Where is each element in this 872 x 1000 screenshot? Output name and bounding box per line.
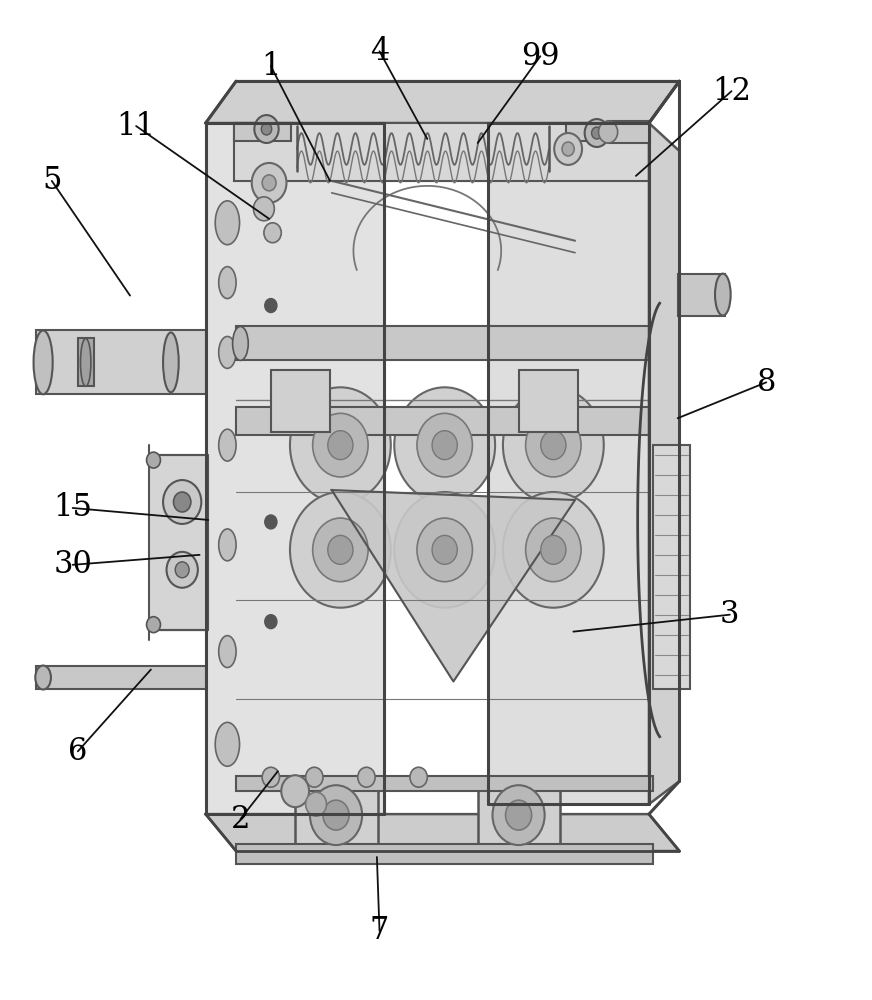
Ellipse shape [215,201,240,245]
Ellipse shape [219,267,236,299]
Circle shape [175,562,189,578]
Ellipse shape [219,529,236,561]
Circle shape [526,413,581,477]
Circle shape [310,785,362,845]
Circle shape [584,119,609,147]
Bar [678,274,726,316]
Circle shape [394,387,495,503]
Bar [78,338,93,386]
Ellipse shape [219,429,236,461]
Circle shape [394,492,495,608]
Bar [236,326,662,360]
Circle shape [562,142,574,156]
Circle shape [146,617,160,633]
Circle shape [265,418,277,432]
Text: 2: 2 [231,804,250,835]
Circle shape [541,535,566,564]
Ellipse shape [219,636,236,668]
Polygon shape [331,490,575,681]
Circle shape [262,123,272,135]
Bar [36,666,206,689]
Circle shape [290,387,391,503]
Bar [567,123,618,141]
Circle shape [264,223,282,243]
Text: 7: 7 [370,915,389,946]
Bar [236,407,662,435]
Circle shape [541,431,566,460]
Text: 4: 4 [370,36,389,67]
Polygon shape [649,123,679,804]
Text: 1: 1 [261,51,281,82]
Circle shape [410,767,427,787]
Bar [236,776,653,791]
Circle shape [290,492,391,608]
Circle shape [328,535,353,564]
Ellipse shape [219,336,236,368]
Circle shape [305,792,326,816]
Bar [608,121,650,143]
Ellipse shape [35,666,51,689]
Circle shape [313,518,368,582]
Polygon shape [149,455,208,630]
Circle shape [503,387,603,503]
Circle shape [591,127,602,139]
Circle shape [252,163,287,203]
Circle shape [323,800,349,830]
Polygon shape [235,123,649,181]
Circle shape [265,299,277,313]
Circle shape [167,552,198,588]
Circle shape [262,175,276,191]
Ellipse shape [715,274,731,316]
Circle shape [493,785,545,845]
Bar [235,123,291,141]
Circle shape [146,452,160,468]
Circle shape [506,800,532,830]
Circle shape [598,121,617,143]
Bar [271,370,330,432]
Circle shape [265,615,277,629]
Text: 15: 15 [53,492,92,523]
Polygon shape [488,123,649,804]
Bar [296,779,378,851]
Circle shape [174,492,191,512]
Circle shape [282,775,309,807]
Text: 11: 11 [117,111,155,142]
Text: 5: 5 [42,165,62,196]
Bar [519,370,577,432]
Polygon shape [206,814,679,851]
Circle shape [555,133,582,165]
Circle shape [328,431,353,460]
Circle shape [358,767,375,787]
Circle shape [433,535,457,564]
Ellipse shape [215,722,240,766]
Text: 30: 30 [53,549,92,580]
Ellipse shape [33,330,52,394]
Circle shape [526,518,581,582]
Bar [36,330,206,394]
Bar [653,445,690,689]
Text: 6: 6 [68,736,87,767]
Circle shape [163,480,201,524]
Ellipse shape [233,326,249,360]
Circle shape [503,492,603,608]
Text: 3: 3 [720,599,739,630]
Circle shape [417,413,473,477]
Circle shape [254,197,275,221]
Ellipse shape [163,332,179,392]
Circle shape [433,431,457,460]
Text: 8: 8 [757,367,776,398]
Circle shape [417,518,473,582]
Circle shape [265,515,277,529]
Polygon shape [206,123,384,814]
Bar [236,844,653,864]
Polygon shape [206,81,679,123]
Text: 99: 99 [521,41,560,72]
Bar [478,779,561,851]
Circle shape [262,767,280,787]
Circle shape [305,767,323,787]
Text: 12: 12 [712,76,751,107]
Circle shape [255,115,279,143]
Ellipse shape [80,338,91,386]
Circle shape [313,413,368,477]
